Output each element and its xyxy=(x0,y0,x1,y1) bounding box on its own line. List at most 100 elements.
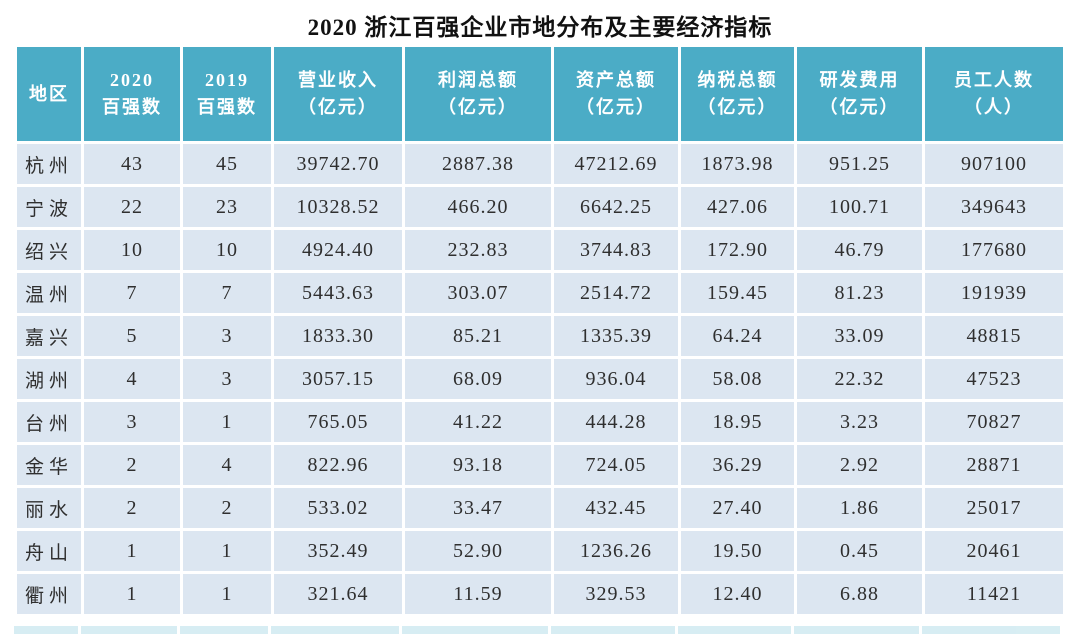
value-cell: 1.86 xyxy=(797,488,922,528)
table-row: 杭州 43 45 39742.70 2887.38 47212.69 1873.98 951.… xyxy=(17,144,1063,184)
region-cell: 温州 xyxy=(17,273,81,313)
value-cell: 352.49 xyxy=(274,531,402,571)
value-cell: 1 xyxy=(183,574,271,614)
column-header-8: 员工人数 （人） xyxy=(925,47,1063,141)
value-cell: 6.88 xyxy=(797,574,922,614)
value-cell: 10 xyxy=(84,230,180,270)
value-cell: 936.04 xyxy=(554,359,678,399)
table-row: 舟山 1 1 352.49 52.90 1236.26 19.50 0.45 20461 xyxy=(17,531,1063,571)
value-cell: 47523 xyxy=(925,359,1063,399)
column-header-1: 2020 百强数 xyxy=(84,47,180,141)
value-cell: 1335.39 xyxy=(554,316,678,356)
value-cell: 85.21 xyxy=(405,316,551,356)
value-cell: 39742.70 xyxy=(274,144,402,184)
value-cell: 3 xyxy=(183,359,271,399)
value-cell: 12.40 xyxy=(681,574,794,614)
value-cell: 68.09 xyxy=(405,359,551,399)
value-cell: 533.02 xyxy=(274,488,402,528)
value-cell: 36.29 xyxy=(681,445,794,485)
value-cell: 33.47 xyxy=(405,488,551,528)
column-header-0: 地区 xyxy=(17,47,81,141)
value-cell: 19.50 xyxy=(681,531,794,571)
value-cell: 951.25 xyxy=(797,144,922,184)
table-footer-strip xyxy=(14,626,1066,634)
value-cell: 3 xyxy=(183,316,271,356)
table-row: 衢州 1 1 321.64 11.59 329.53 12.40 6.88 11421 xyxy=(17,574,1063,614)
table-row: 绍兴 10 10 4924.40 232.83 3744.83 172.90 46.79 177… xyxy=(17,230,1063,270)
value-cell: 22.32 xyxy=(797,359,922,399)
value-cell: 4 xyxy=(183,445,271,485)
footer-strip-segment xyxy=(678,626,791,634)
value-cell: 58.08 xyxy=(681,359,794,399)
value-cell: 1 xyxy=(84,574,180,614)
value-cell: 2 xyxy=(183,488,271,528)
value-cell: 1 xyxy=(84,531,180,571)
value-cell: 20461 xyxy=(925,531,1063,571)
value-cell: 11.59 xyxy=(405,574,551,614)
data-table: 地区 2020 百强数 2019 百强数 营业收入 （亿元） 利润总额 （亿元） 资产总额 （亿元）… xyxy=(14,44,1066,617)
column-header-7: 研发费用 （亿元） xyxy=(797,47,922,141)
region-cell: 绍兴 xyxy=(17,230,81,270)
value-cell: 3.23 xyxy=(797,402,922,442)
value-cell: 7 xyxy=(183,273,271,313)
value-cell: 27.40 xyxy=(681,488,794,528)
value-cell: 2.92 xyxy=(797,445,922,485)
value-cell: 303.07 xyxy=(405,273,551,313)
value-cell: 52.90 xyxy=(405,531,551,571)
value-cell: 18.95 xyxy=(681,402,794,442)
column-header-5: 资产总额 （亿元） xyxy=(554,47,678,141)
value-cell: 10328.52 xyxy=(274,187,402,227)
value-cell: 4924.40 xyxy=(274,230,402,270)
value-cell: 70827 xyxy=(925,402,1063,442)
value-cell: 48815 xyxy=(925,316,1063,356)
table-row: 湖州 4 3 3057.15 68.09 936.04 58.08 22.32 47523 xyxy=(17,359,1063,399)
value-cell: 41.22 xyxy=(405,402,551,442)
value-cell: 43 xyxy=(84,144,180,184)
value-cell: 1 xyxy=(183,402,271,442)
footer-strip-segment xyxy=(551,626,675,634)
region-cell: 金华 xyxy=(17,445,81,485)
column-header-4: 利润总额 （亿元） xyxy=(405,47,551,141)
footer-strip-segment xyxy=(180,626,268,634)
value-cell: 2 xyxy=(84,445,180,485)
table-row: 宁波 22 23 10328.52 466.20 6642.25 427.06 100.71 3… xyxy=(17,187,1063,227)
value-cell: 172.90 xyxy=(681,230,794,270)
table-row: 温州 7 7 5443.63 303.07 2514.72 159.45 81.23 19193… xyxy=(17,273,1063,313)
value-cell: 191939 xyxy=(925,273,1063,313)
value-cell: 11421 xyxy=(925,574,1063,614)
value-cell: 329.53 xyxy=(554,574,678,614)
value-cell: 349643 xyxy=(925,187,1063,227)
region-cell: 宁波 xyxy=(17,187,81,227)
value-cell: 765.05 xyxy=(274,402,402,442)
region-cell: 湖州 xyxy=(17,359,81,399)
value-cell: 25017 xyxy=(925,488,1063,528)
region-cell: 台州 xyxy=(17,402,81,442)
value-cell: 466.20 xyxy=(405,187,551,227)
value-cell: 2 xyxy=(84,488,180,528)
column-header-6: 纳税总额 （亿元） xyxy=(681,47,794,141)
value-cell: 81.23 xyxy=(797,273,922,313)
column-header-2: 2019 百强数 xyxy=(183,47,271,141)
value-cell: 22 xyxy=(84,187,180,227)
value-cell: 159.45 xyxy=(681,273,794,313)
value-cell: 177680 xyxy=(925,230,1063,270)
value-cell: 321.64 xyxy=(274,574,402,614)
value-cell: 232.83 xyxy=(405,230,551,270)
value-cell: 724.05 xyxy=(554,445,678,485)
value-cell: 23 xyxy=(183,187,271,227)
region-cell: 衢州 xyxy=(17,574,81,614)
table-row: 金华 2 4 822.96 93.18 724.05 36.29 2.92 28871 xyxy=(17,445,1063,485)
region-cell: 杭州 xyxy=(17,144,81,184)
value-cell: 907100 xyxy=(925,144,1063,184)
region-cell: 嘉兴 xyxy=(17,316,81,356)
value-cell: 28871 xyxy=(925,445,1063,485)
value-cell: 2887.38 xyxy=(405,144,551,184)
value-cell: 6642.25 xyxy=(554,187,678,227)
value-cell: 2514.72 xyxy=(554,273,678,313)
value-cell: 5443.63 xyxy=(274,273,402,313)
value-cell: 100.71 xyxy=(797,187,922,227)
value-cell: 10 xyxy=(183,230,271,270)
value-cell: 93.18 xyxy=(405,445,551,485)
table-row: 嘉兴 5 3 1833.30 85.21 1335.39 64.24 33.09 48815 xyxy=(17,316,1063,356)
footer-strip-segment xyxy=(81,626,177,634)
